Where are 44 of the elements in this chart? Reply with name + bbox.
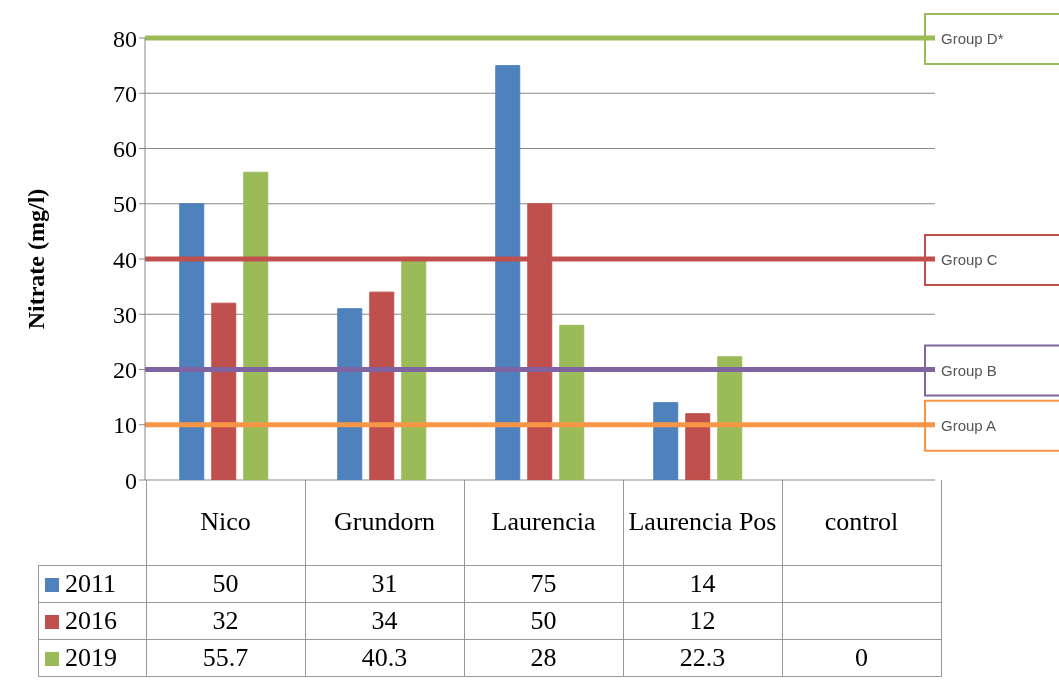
bar — [369, 291, 395, 480]
legend-label: 2019 — [38, 639, 146, 676]
legend-label: 2011 — [38, 565, 146, 602]
ref-line-label: Group B — [941, 361, 997, 379]
bar — [179, 203, 205, 480]
y-tick-label: 10 — [113, 412, 137, 439]
data-label: 14 — [623, 565, 782, 602]
x-tick-label: Grundorn — [305, 480, 464, 565]
bar — [211, 302, 237, 480]
y-tick-label: 70 — [113, 80, 137, 107]
data-label: 32 — [146, 602, 305, 639]
ref-line-label: Group A — [941, 416, 997, 434]
y-axis-title: Nitrate (mg/l) — [22, 188, 49, 330]
y-tick-label: 50 — [113, 191, 137, 218]
x-tick-label: Laurencia Pos — [623, 480, 782, 565]
y-tick-label: 20 — [113, 357, 137, 384]
data-label: 55.7 — [146, 639, 305, 676]
data-label: 50 — [464, 602, 623, 639]
legend-label: 2016 — [38, 602, 146, 639]
ref-line-label: Group C — [941, 251, 998, 268]
data-label: 40.3 — [305, 639, 464, 676]
y-tick-label: 60 — [113, 136, 137, 163]
data-label: 31 — [305, 565, 464, 602]
data-label: 28 — [464, 639, 623, 676]
data-label: 12 — [623, 602, 782, 639]
data-label: 75 — [464, 565, 623, 602]
bar — [685, 413, 711, 480]
bar — [243, 171, 269, 480]
data-label: 50 — [146, 565, 305, 602]
y-tick-label: 30 — [113, 301, 137, 328]
y-tick-label: 40 — [113, 246, 137, 273]
x-tick-label: Laurencia — [464, 480, 623, 565]
data-label: 0 — [782, 639, 941, 676]
bar — [559, 324, 585, 480]
x-tick-label: Nico — [146, 480, 305, 565]
ref-line-label: Group D* — [941, 30, 1004, 47]
bar — [653, 402, 679, 480]
y-tick-label: 0 — [125, 467, 137, 494]
data-label: 22.3 — [623, 639, 782, 676]
bar — [337, 308, 363, 480]
x-tick-label: control — [782, 480, 941, 565]
data-label: 34 — [305, 602, 464, 639]
y-tick-label: 80 — [113, 25, 137, 52]
bar — [495, 65, 521, 480]
